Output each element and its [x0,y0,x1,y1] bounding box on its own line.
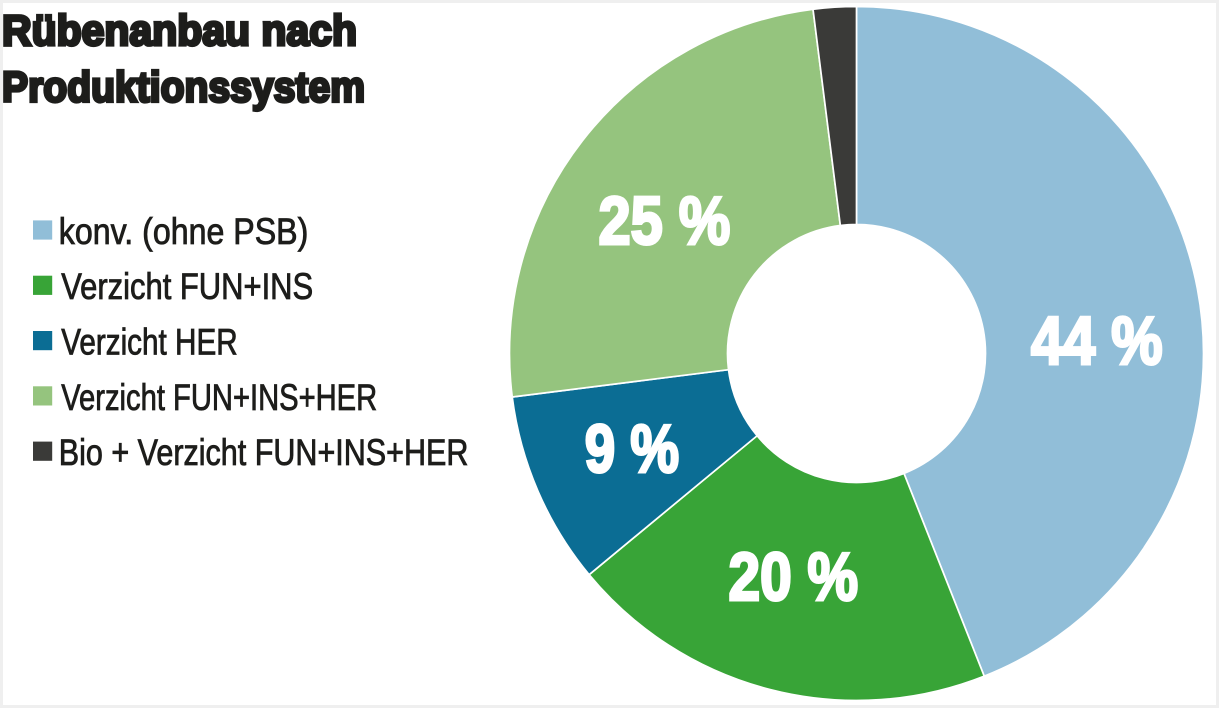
svg-text:Verzicht FUN+INS+HER: Verzicht FUN+INS+HER [61,377,377,418]
svg-text:Verzicht FUN+INS: Verzicht FUN+INS [61,266,313,307]
svg-text:9 %: 9 % [585,411,679,487]
svg-text:25 %: 25 % [599,183,731,259]
svg-text:Bio + Verzicht FUN+INS+HER: Bio + Verzicht FUN+INS+HER [59,432,469,473]
svg-text:Rübenanbau nach: Rübenanbau nach [2,7,357,55]
svg-text:Produktionssystem: Produktionssystem [2,63,365,111]
svg-text:20 %: 20 % [729,539,859,615]
svg-text:44 %: 44 % [1031,303,1163,379]
svg-text:Verzicht HER: Verzicht HER [61,322,238,363]
svg-text:konv. (ohne PSB): konv. (ohne PSB) [59,211,308,252]
